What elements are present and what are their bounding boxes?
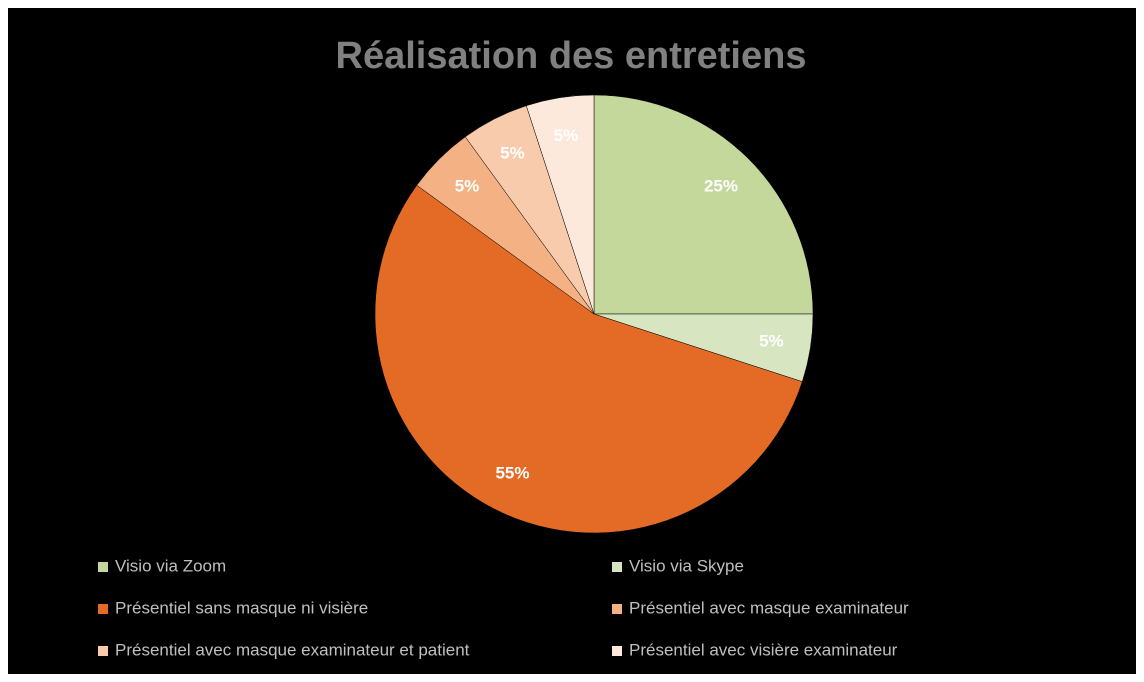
pie-slice [593,94,814,315]
data-label: 5% [759,332,784,351]
pie-slice [526,94,595,315]
legend-label: Visio via Zoom [115,556,226,575]
data-label: 5% [554,126,579,145]
legend-label: Présentiel avec visière examinateur [629,640,898,659]
legend-label: Présentiel avec masque examinateur [629,598,909,617]
legend-swatch [98,604,108,614]
legend-swatch [612,562,622,572]
legend-swatch [612,604,622,614]
chart-title: Réalisation des entretiens [336,35,807,77]
data-label: 55% [495,463,529,482]
legend-label: Visio via Skype [629,556,744,575]
legend-label: Présentiel avec masque examinateur et pa… [115,640,470,659]
data-label: 5% [455,177,480,196]
data-label: 5% [500,143,525,162]
legend-swatch [612,646,622,656]
legend-swatch [98,562,108,572]
legend-swatch [98,646,108,656]
data-label: 25% [704,177,738,196]
pie-slice [374,184,803,534]
legend-label: Présentiel sans masque ni visière [115,598,368,617]
